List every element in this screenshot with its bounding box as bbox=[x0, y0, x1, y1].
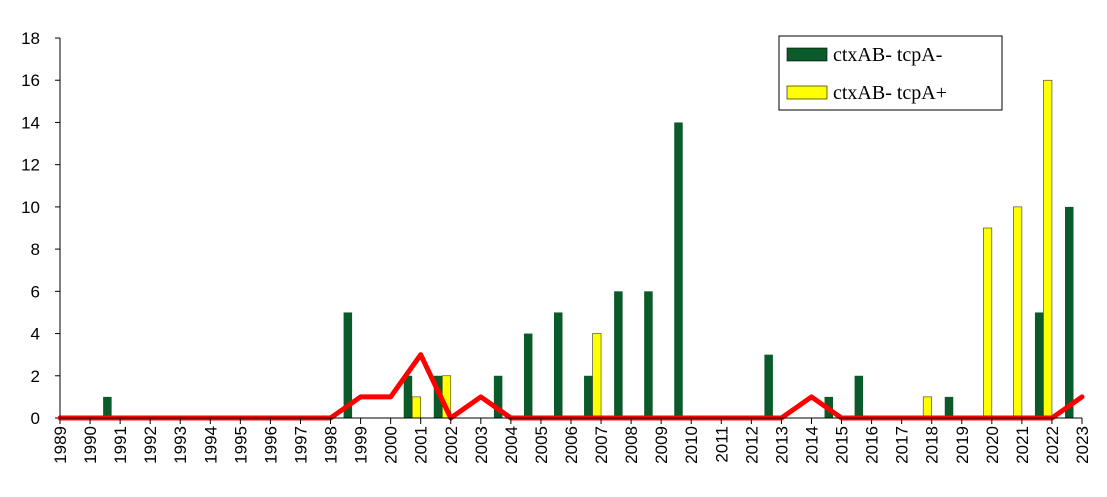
y-tick-label: 14 bbox=[21, 113, 40, 132]
legend-swatch-ctxab-tcpa-plus bbox=[786, 85, 828, 100]
x-tick-label: 2006 bbox=[562, 426, 581, 464]
x-tick-label: 2018 bbox=[923, 426, 942, 464]
x-tick-label: 2011 bbox=[712, 426, 731, 463]
x-tick-label: 2023 bbox=[1073, 426, 1092, 464]
bar-series-group bbox=[103, 79, 1074, 419]
x-tick-label: 2008 bbox=[622, 426, 641, 464]
bar-ctxab-tcpa-plus bbox=[411, 396, 422, 419]
legend-label-ctxab-tcpa-plus: ctxAB- tcpA+ bbox=[833, 82, 947, 104]
legend-swatch-ctxab-tcpa-minus bbox=[786, 47, 828, 62]
x-tick-label: 1998 bbox=[322, 426, 341, 464]
x-tick-label: 1989 bbox=[51, 426, 70, 464]
bar-ctxab-tcpa-minus bbox=[403, 375, 413, 418]
y-tick-label: 12 bbox=[21, 156, 40, 175]
y-tick-label: 6 bbox=[31, 282, 40, 301]
bar-ctxab-tcpa-minus bbox=[103, 396, 112, 418]
x-tick-label: 1999 bbox=[352, 426, 371, 464]
bar-ctxab-tcpa-minus bbox=[644, 291, 653, 418]
x-tick-label: 2020 bbox=[983, 426, 1002, 464]
x-tick-label: 2007 bbox=[592, 426, 611, 464]
x-tick-label: 2005 bbox=[532, 426, 551, 464]
x-tick-label: 2009 bbox=[652, 426, 671, 464]
x-tick-label: 2015 bbox=[833, 426, 852, 464]
x-tick-label: 2021 bbox=[1013, 426, 1032, 464]
x-tick-label: 2004 bbox=[502, 426, 521, 464]
bar-ctxab-tcpa-plus bbox=[983, 227, 993, 419]
x-tick-label: 2003 bbox=[472, 426, 491, 464]
bar-ctxab-tcpa-minus bbox=[614, 291, 623, 418]
x-tick-label: 2019 bbox=[953, 426, 972, 464]
y-tick-label: 16 bbox=[21, 71, 40, 90]
bar-ctxab-tcpa-minus bbox=[1034, 312, 1044, 418]
x-tick-label: 1995 bbox=[231, 426, 250, 464]
x-tick-label: 2001 bbox=[412, 426, 431, 464]
bar-ctxab-tcpa-plus bbox=[1013, 206, 1023, 419]
y-tick-label: 2 bbox=[31, 367, 40, 386]
bar-ctxab-tcpa-plus bbox=[1043, 79, 1053, 419]
bar-ctxab-tcpa-minus bbox=[493, 375, 503, 418]
x-tick-label: 1992 bbox=[141, 426, 160, 464]
bar-ctxab-tcpa-minus bbox=[944, 396, 954, 418]
x-tick-label: 2000 bbox=[382, 426, 401, 464]
x-tick-label: 2022 bbox=[1043, 426, 1062, 464]
bar-ctxab-tcpa-minus bbox=[554, 312, 563, 418]
x-tick-label: 1994 bbox=[201, 426, 220, 464]
bar-ctxab-tcpa-minus bbox=[343, 312, 353, 418]
x-tick-label: 1996 bbox=[261, 426, 280, 464]
bar-ctxab-tcpa-minus bbox=[523, 333, 533, 418]
legend: ctxAB- tcpA- ctxAB- tcpA+ bbox=[778, 35, 1003, 111]
x-tick-label: 1997 bbox=[291, 426, 310, 464]
y-tick-label: 10 bbox=[21, 198, 40, 217]
bar-ctxab-tcpa-minus bbox=[764, 354, 773, 418]
legend-label-ctxab-tcpa-minus: ctxAB- tcpA- bbox=[833, 44, 942, 66]
x-tick-label: 2010 bbox=[682, 426, 701, 464]
x-axis-ticks: 1989 1990 1991 1992 1993 1994 1995 1996 1997 1998… bbox=[51, 418, 1092, 464]
bar-ctxab-tcpa-minus bbox=[1065, 206, 1074, 418]
x-tick-label: 2002 bbox=[442, 426, 461, 464]
bar-ctxab-tcpa-minus bbox=[674, 122, 683, 418]
bar-ctxab-tcpa-minus bbox=[854, 375, 864, 418]
x-tick-label: 2014 bbox=[802, 426, 821, 464]
x-tick-label: 1990 bbox=[81, 426, 100, 464]
x-tick-label: 2017 bbox=[893, 426, 912, 464]
y-tick-label: 0 bbox=[31, 409, 40, 428]
y-tick-label: 4 bbox=[31, 325, 40, 344]
x-tick-label: 1993 bbox=[171, 426, 190, 464]
x-tick-label: 1991 bbox=[111, 426, 130, 464]
bar-ctxab-tcpa-plus bbox=[922, 396, 933, 419]
y-tick-label: 8 bbox=[31, 240, 40, 259]
bar-ctxab-tcpa-plus bbox=[592, 333, 602, 419]
y-axis-ticks: 0 2 4 6 8 10 12 14 16 18 bbox=[21, 29, 60, 428]
bar-ctxab-tcpa-minus bbox=[584, 375, 593, 418]
y-tick-label: 18 bbox=[21, 29, 40, 48]
x-tick-label: 2013 bbox=[772, 426, 791, 464]
x-tick-label: 2012 bbox=[742, 426, 761, 464]
x-tick-label: 2016 bbox=[863, 426, 882, 464]
